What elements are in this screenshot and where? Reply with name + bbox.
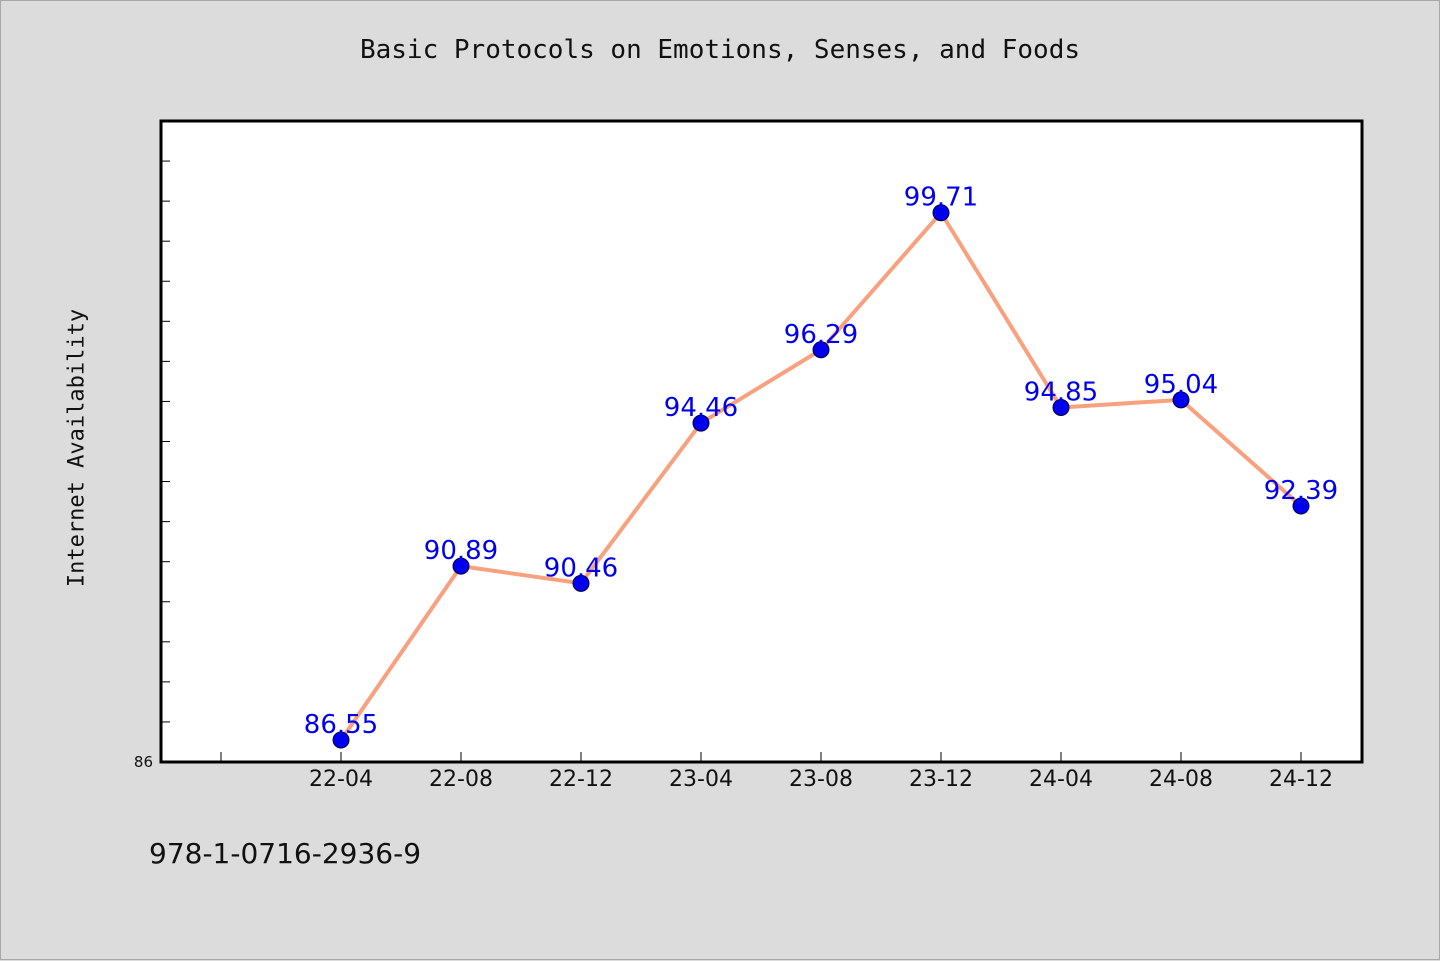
x-tick-label: 24-04: [1029, 767, 1093, 792]
data-point: [332, 731, 350, 749]
data-point: [1292, 497, 1310, 515]
data-label: 99.71: [904, 183, 978, 213]
data-label: 90.46: [544, 553, 618, 583]
data-point: [932, 204, 950, 222]
y-axis-ticks: 86: [134, 160, 170, 771]
x-tick-label: 23-08: [789, 767, 853, 792]
data-point: [572, 574, 590, 592]
data-point: [692, 414, 710, 432]
series-layer: 86.55 90.89 90.46 94.46 96.29 99.71 94.85 95.04…: [304, 183, 1338, 749]
x-tick-label: 22-08: [429, 767, 493, 792]
data-label: 94.85: [1024, 377, 1098, 407]
x-tick-label: 22-04: [309, 767, 373, 792]
data-point: [452, 557, 470, 575]
x-tick-label: 24-08: [1149, 767, 1213, 792]
data-point: [812, 341, 830, 359]
chart-title: Basic Protocols on Emotions, Senses, and…: [359, 35, 1081, 65]
x-axis-ticks: 22-04 22-08 22-12 23-04 23-08 23-12 24-04 24-08…: [220, 752, 1333, 792]
data-point: [1172, 391, 1190, 409]
data-label: 86.55: [304, 710, 378, 740]
data-point: [1052, 398, 1070, 416]
data-label: 94.46: [664, 393, 738, 423]
data-label: 95.04: [1144, 370, 1218, 400]
x-tick-label: 23-04: [669, 767, 733, 792]
plot-background: [159, 119, 1364, 764]
isbn-text: 978-1-0716-2936-9: [149, 837, 422, 870]
x-tick-label: 23-12: [909, 767, 973, 792]
x-tick-label: 22-12: [549, 767, 613, 792]
x-tick-label: 24-12: [1269, 767, 1333, 792]
data-label: 96.29: [784, 320, 858, 350]
data-label: 92.39: [1264, 476, 1338, 506]
data-label: 90.89: [424, 536, 498, 566]
y-tick-label: 86: [134, 753, 153, 771]
